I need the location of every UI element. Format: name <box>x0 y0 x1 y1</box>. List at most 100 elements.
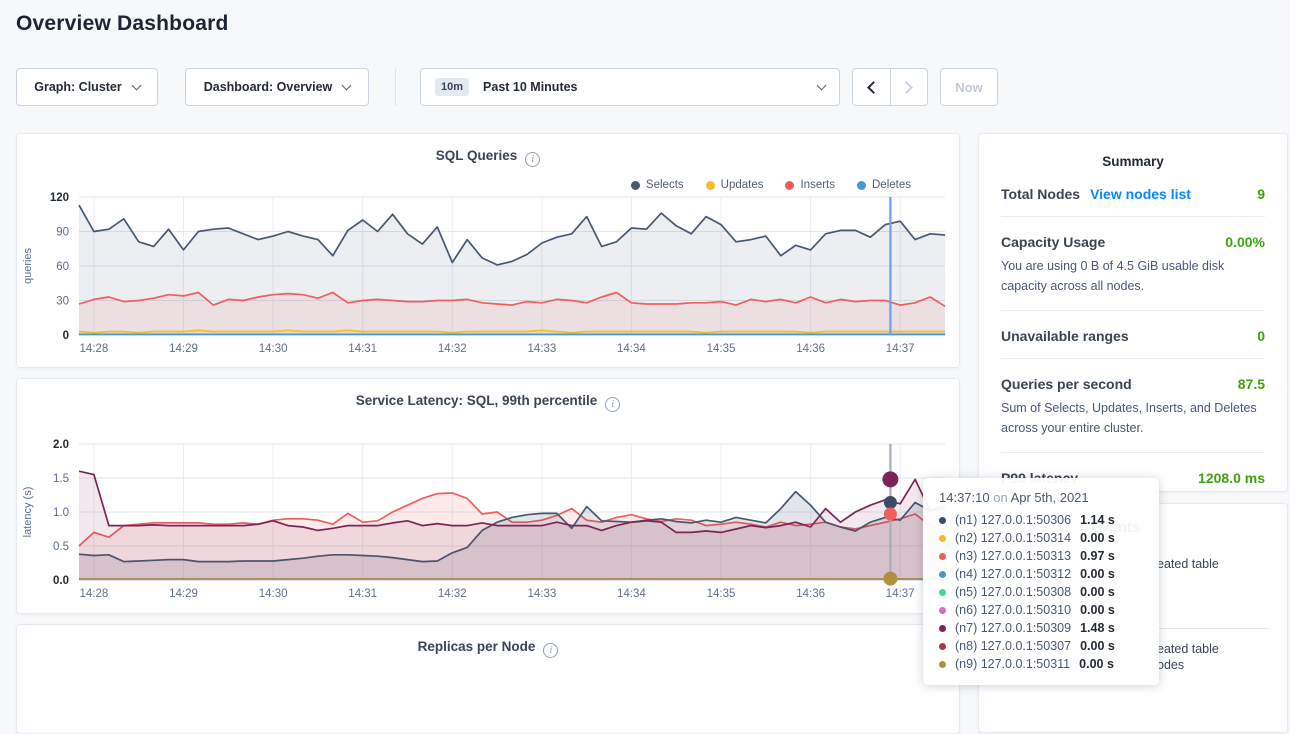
node-latency-value: 1.14 s <box>1080 513 1115 527</box>
node-address: (n9) 127.0.0.1:50311 <box>955 657 1071 671</box>
legend-dot <box>857 180 866 190</box>
node-latency-value: 0.00 s <box>1080 603 1115 617</box>
time-range-picker[interactable]: 10m Past 10 Minutes <box>420 68 840 106</box>
chevron-left-icon <box>867 80 880 94</box>
svg-text:14:33: 14:33 <box>528 588 557 600</box>
info-icon[interactable]: i <box>525 152 541 167</box>
node-latency-value: 0.97 s <box>1080 549 1115 563</box>
legend-dot <box>705 180 715 190</box>
svg-text:queries: queries <box>22 247 34 284</box>
node-latency-value: 0.00 s <box>1080 585 1115 599</box>
node-color-dot <box>939 624 946 632</box>
svg-text:latency (s): latency (s) <box>22 487 34 538</box>
svg-text:14:34: 14:34 <box>617 343 646 355</box>
node-address: (n1) 127.0.0.1:50306 <box>955 513 1072 527</box>
svg-text:14:30: 14:30 <box>259 588 288 600</box>
service-latency-panel: Service Latency: SQL, 99th percentile i 0… <box>16 378 960 614</box>
tooltip-on: on <box>989 490 1011 505</box>
capacity-label: Capacity Usage <box>1001 234 1106 250</box>
svg-text:60: 60 <box>56 261 69 273</box>
sql-queries-panel: SQL Queries i Selects Updates Inserts Delete… <box>16 133 960 368</box>
time-range-badge: 10m <box>435 78 470 96</box>
svg-text:0.0: 0.0 <box>53 575 69 587</box>
time-forward-button[interactable] <box>889 69 927 105</box>
svg-text:14:36: 14:36 <box>796 588 825 600</box>
svg-text:14:29: 14:29 <box>169 343 198 355</box>
summary-row-qps: Queries per second 87.5 Sum of Selects, … <box>1001 359 1265 453</box>
chart-title: SQL Queries <box>435 148 518 163</box>
chart-title: Service Latency: SQL, 99th percentile <box>355 393 598 408</box>
tooltip-node-row: (n3) 127.0.0.1:50313 0.97 s <box>939 547 1145 565</box>
node-address: (n3) 127.0.0.1:50313 <box>955 549 1072 563</box>
node-color-dot <box>939 642 946 650</box>
summary-panel: Summary Total Nodes View nodes list 9 Ca… <box>978 133 1288 492</box>
legend-item: Inserts <box>785 179 835 191</box>
tooltip-node-row: (n2) 127.0.0.1:50314 0.00 s <box>939 529 1145 547</box>
svg-text:14:33: 14:33 <box>528 343 557 355</box>
service-latency-title: Service Latency: SQL, 99th percentile i <box>17 393 959 412</box>
capacity-value: 0.00% <box>1225 234 1265 250</box>
node-latency-value: 1.48 s <box>1080 621 1115 635</box>
graph-dropdown-label: Graph: Cluster <box>34 80 122 94</box>
toolbar-divider <box>395 68 396 106</box>
legend-item: Deletes <box>857 179 911 191</box>
view-nodes-list-link[interactable]: View nodes list <box>1090 186 1191 202</box>
tooltip-node-row: (n6) 127.0.0.1:50310 0.00 s <box>939 601 1145 619</box>
unavailable-ranges-label: Unavailable ranges <box>1001 328 1129 344</box>
total-nodes-label: Total Nodes <box>1001 186 1081 202</box>
tooltip-node-row: (n1) 127.0.0.1:50306 1.14 s <box>939 511 1145 529</box>
svg-text:14:31: 14:31 <box>348 588 377 600</box>
svg-text:14:29: 14:29 <box>169 588 198 600</box>
info-icon[interactable]: i <box>543 643 559 658</box>
svg-text:14:35: 14:35 <box>707 343 736 355</box>
node-address: (n6) 127.0.0.1:50310 <box>955 603 1072 617</box>
event-text-fragment: odes <box>1157 658 1185 672</box>
summary-row-unavailable: Unavailable ranges 0 <box>1001 311 1265 359</box>
tooltip-node-row: (n5) 127.0.0.1:50308 0.00 s <box>939 583 1145 601</box>
svg-text:2.0: 2.0 <box>53 439 69 451</box>
svg-text:14:32: 14:32 <box>438 343 467 355</box>
time-back-button[interactable] <box>853 69 890 105</box>
node-color-dot <box>939 606 946 614</box>
summary-row-capacity: Capacity Usage 0.00% You are using 0 B o… <box>1001 217 1265 311</box>
service-latency-chart[interactable]: 0.0 0.5 1.0 1.5 2.0 14:28 14:29 14:30 14:31 14:32… <box>17 431 961 606</box>
info-icon[interactable]: i <box>605 397 621 412</box>
dashboard-dropdown[interactable]: Dashboard: Overview <box>185 68 369 106</box>
now-button[interactable]: Now <box>940 68 998 106</box>
node-color-dot <box>939 660 946 668</box>
svg-text:14:28: 14:28 <box>80 343 109 355</box>
graph-dropdown[interactable]: Graph: Cluster <box>16 68 158 106</box>
svg-text:90: 90 <box>56 227 69 239</box>
sql-queries-title: SQL Queries i <box>17 148 959 167</box>
node-color-dot <box>939 570 946 578</box>
tooltip-date: Apr 5th, 2021 <box>1010 490 1089 505</box>
total-nodes-value: 9 <box>1257 186 1265 202</box>
svg-text:14:34: 14:34 <box>617 588 646 600</box>
qps-label: Queries per second <box>1001 376 1132 392</box>
dashboard-dropdown-label: Dashboard: Overview <box>203 80 333 94</box>
replicas-title: Replicas per Node i <box>17 639 959 658</box>
chevron-down-icon <box>131 80 142 90</box>
qps-value: 87.5 <box>1237 376 1265 392</box>
qps-description: Sum of Selects, Updates, Inserts, and De… <box>1001 401 1257 435</box>
node-color-dot <box>939 588 946 596</box>
unavailable-ranges-value: 0 <box>1257 328 1265 344</box>
node-address: (n5) 127.0.0.1:50308 <box>955 585 1072 599</box>
summary-title: Summary <box>1102 154 1164 169</box>
svg-text:14:32: 14:32 <box>438 588 467 600</box>
svg-text:14:35: 14:35 <box>707 588 736 600</box>
node-latency-value: 0.00 s <box>1080 531 1115 545</box>
tooltip-node-row: (n8) 127.0.0.1:50307 0.00 s <box>939 637 1145 655</box>
sql-queries-chart[interactable]: 0 30 60 90 120 14:28 14:29 14:30 14:31 14:32 14:33… <box>17 186 961 361</box>
legend-dot <box>630 180 640 190</box>
svg-text:14:28: 14:28 <box>80 588 109 600</box>
svg-text:14:36: 14:36 <box>796 343 825 355</box>
tooltip-timestamp: 14:37:10 on Apr 5th, 2021 <box>939 490 1145 505</box>
tooltip-node-row: (n7) 127.0.0.1:50309 1.48 s <box>939 619 1145 637</box>
svg-text:14:37: 14:37 <box>886 343 915 355</box>
svg-text:1.0: 1.0 <box>53 507 69 519</box>
svg-text:120: 120 <box>50 192 69 204</box>
svg-text:0.5: 0.5 <box>53 541 69 553</box>
capacity-description: You are using 0 B of 4.5 GiB usable disk… <box>1001 259 1225 293</box>
node-color-dot <box>939 552 946 560</box>
